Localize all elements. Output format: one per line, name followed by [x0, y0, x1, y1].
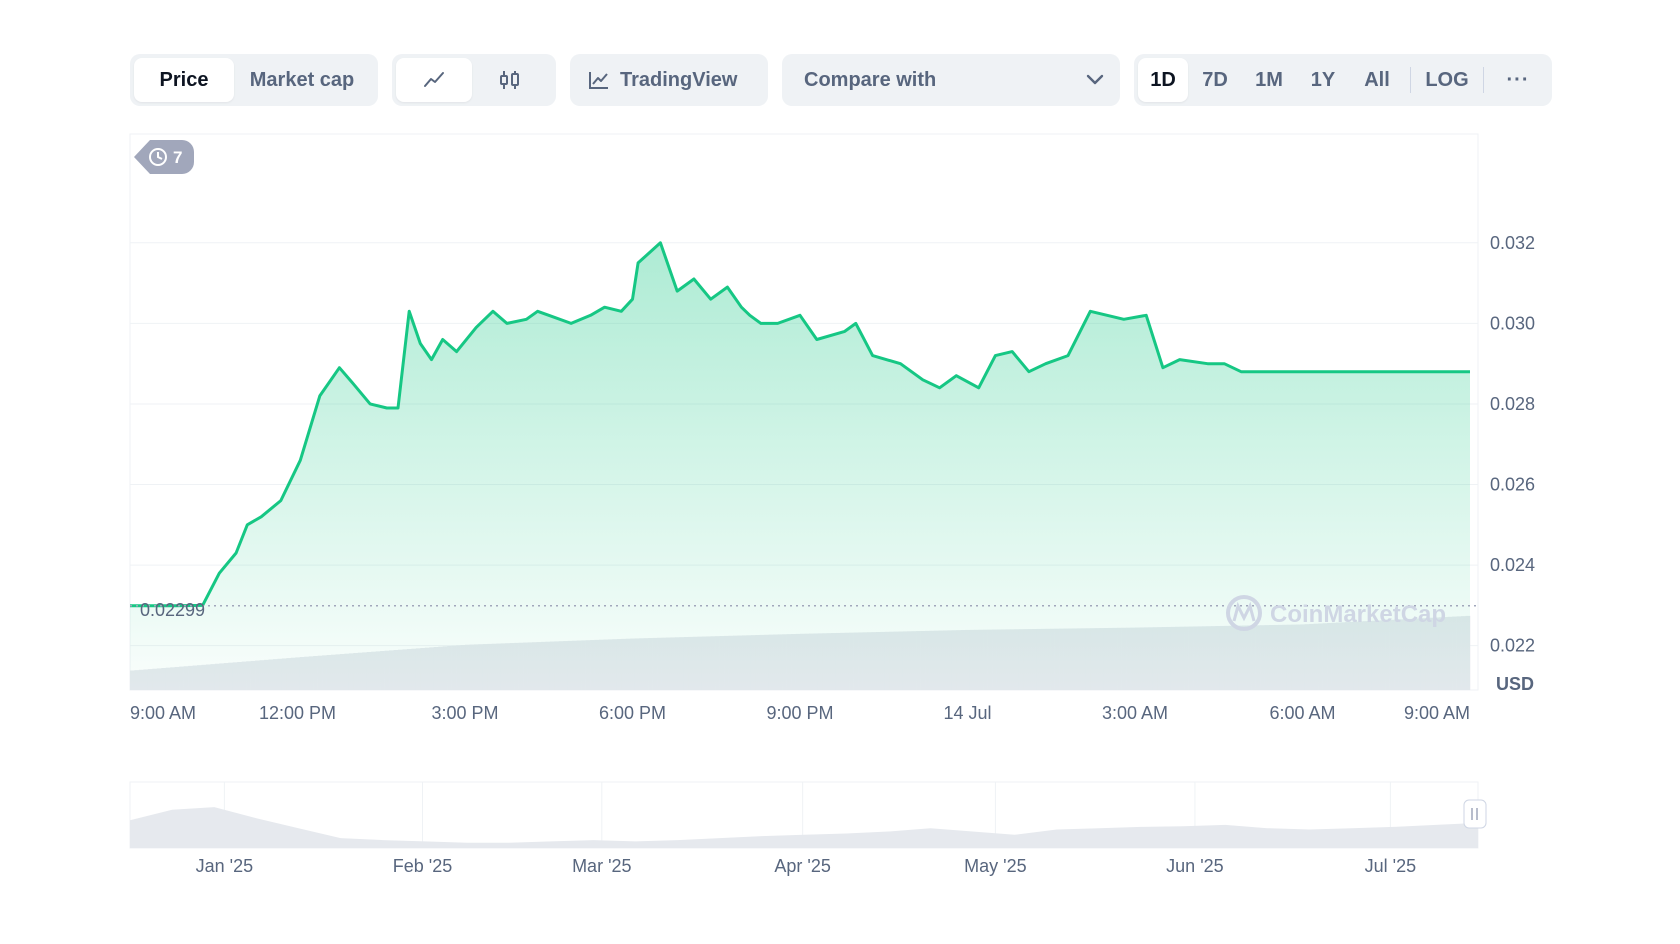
x-tick-label: 3:00 PM: [431, 703, 498, 723]
range-navigator[interactable]: Jan '25 Feb '25 Mar '25 Apr '25 May '25 Jun '…: [129, 781, 1487, 876]
range-all-button[interactable]: All: [1364, 68, 1390, 91]
log-scale-button[interactable]: LOG: [1425, 68, 1469, 91]
badge-shape: [134, 140, 194, 174]
price-line: [130, 241, 1470, 608]
x-tick-label: 9:00 AM: [130, 703, 196, 723]
y-tick-label: 0.028: [1490, 394, 1535, 414]
coinmarketcap-logo-icon: [1226, 595, 1262, 631]
x-tick-label: 12:00 PM: [259, 703, 336, 723]
range-1d-button[interactable]: 1D: [1138, 58, 1188, 102]
watermark-text: CoinMarketCap: [1270, 601, 1446, 628]
range-divider-2: [1483, 67, 1484, 93]
y-tick-label: 0.024: [1490, 555, 1535, 575]
coinmarketcap-watermark: CoinMarketCap: [1226, 595, 1446, 631]
navigator-handle[interactable]: [1463, 799, 1487, 829]
line-chart-button[interactable]: [396, 58, 472, 102]
navigator-labels: Jan '25 Feb '25 Mar '25 Apr '25 May '25 Jun '…: [196, 856, 1416, 876]
navigator-label: Jul '25: [1365, 856, 1416, 876]
navigator-label: Feb '25: [393, 856, 452, 876]
history-badge[interactable]: 7: [134, 140, 194, 174]
y-tick-label: 0.026: [1490, 475, 1535, 495]
y-axis: 0.022 0.024 0.026 0.028 0.030 0.032: [1490, 233, 1535, 656]
range-1y-button[interactable]: 1Y: [1310, 68, 1336, 91]
navigator-handle-box: [1463, 799, 1487, 829]
badge-count: 7: [173, 148, 182, 167]
x-tick-label: 9:00 AM: [1404, 703, 1470, 723]
navigator-label: Mar '25: [572, 856, 631, 876]
x-tick-label: 14 Jul: [943, 703, 991, 723]
coinmarketcap-logo-mark: [1232, 601, 1256, 622]
price-area-fill: [130, 242, 1470, 691]
candlestick-button[interactable]: [472, 58, 548, 102]
chart-type-toggle: [392, 54, 556, 106]
navigator-label: Jun '25: [1166, 856, 1223, 876]
y-tick-label: 0.022: [1490, 636, 1535, 656]
compare-with-label: Compare with: [804, 68, 937, 91]
range-1m-button[interactable]: 1M: [1255, 68, 1283, 91]
tab-market-cap[interactable]: Market cap: [249, 68, 355, 91]
x-tick-label: 6:00 PM: [599, 703, 666, 723]
tradingview-icon: [589, 72, 608, 89]
tab-price[interactable]: Price: [134, 58, 234, 102]
x-tick-label: 3:00 AM: [1102, 703, 1168, 723]
candlestick-icon: [500, 71, 519, 89]
x-tick-label: 9:00 PM: [766, 703, 833, 723]
tradingview-label: TradingView: [620, 68, 738, 91]
x-axis: 9:00 AM 12:00 PM 3:00 PM 6:00 PM 9:00 PM 14 J…: [130, 703, 1470, 723]
navigator-label: May '25: [964, 856, 1026, 876]
x-tick-label: 6:00 AM: [1269, 703, 1335, 723]
chevron-down-icon: [1086, 74, 1104, 85]
compare-with-select[interactable]: Compare with: [782, 54, 1120, 106]
range-7d-button[interactable]: 7D: [1202, 68, 1228, 91]
price-marketcap-toggle: Price Market cap: [130, 54, 378, 106]
navigator-area: [130, 807, 1478, 848]
more-options-button[interactable]: ···: [1506, 68, 1530, 91]
currency-label: USD: [1496, 674, 1534, 694]
navigator-label: Apr '25: [774, 856, 830, 876]
y-tick-label: 0.030: [1490, 313, 1535, 333]
time-range-toggle: 1D 7D 1M 1Y All LOG ···: [1134, 54, 1552, 106]
y-tick-label: 0.032: [1490, 233, 1535, 253]
history-icon: [149, 148, 167, 166]
navigator-label: Jan '25: [196, 856, 253, 876]
line-chart-icon: [424, 72, 444, 87]
baseline-value: 0.02299: [140, 600, 205, 620]
range-divider: [1410, 67, 1411, 93]
tradingview-button[interactable]: TradingView: [570, 54, 768, 106]
